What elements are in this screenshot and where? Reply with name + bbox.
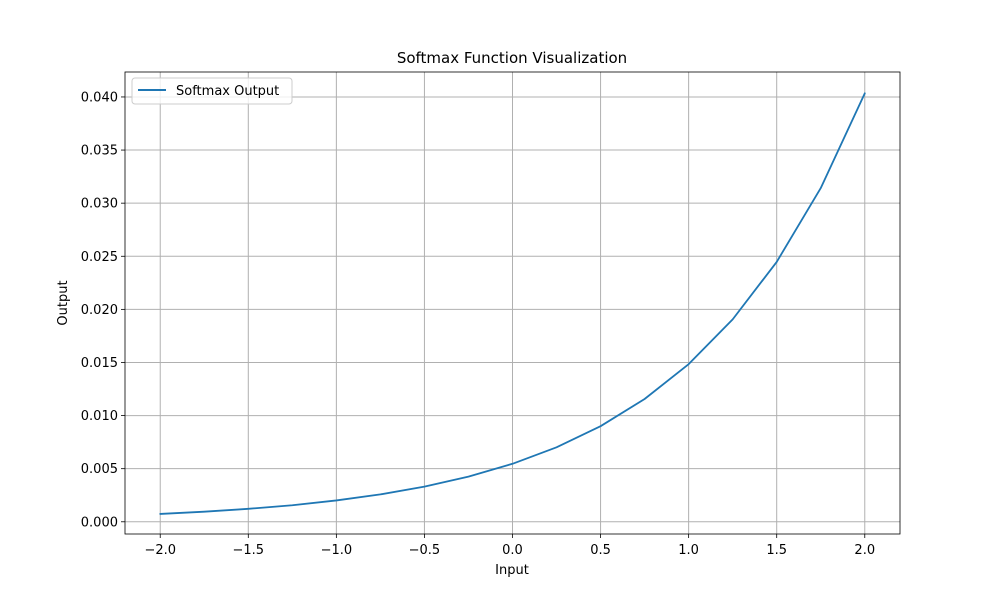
x-tick-label: 1.5 bbox=[766, 543, 787, 558]
x-tick-label: −2.0 bbox=[144, 543, 176, 558]
legend-box bbox=[131, 77, 293, 105]
y-tick-label: 0.010 bbox=[81, 409, 118, 424]
y-tick-label: 0.000 bbox=[81, 515, 118, 530]
legend: Softmax Output bbox=[131, 77, 293, 105]
y-axis-label: Output bbox=[56, 280, 71, 325]
x-axis-ticks: −2.0 −1.5 −1.0 −0.5 0.0 0.5 1.0 1.5 2.0 bbox=[144, 534, 875, 558]
chart-title: Softmax Function Visualization bbox=[397, 49, 627, 67]
x-tick-label: 0.5 bbox=[590, 543, 611, 558]
y-tick-label: 0.040 bbox=[81, 90, 118, 105]
y-tick-label: 0.005 bbox=[81, 462, 118, 477]
y-axis-ticks: 0.000 0.005 0.010 0.015 0.020 0.025 0.030 0.035… bbox=[81, 90, 125, 530]
x-tick-label: −1.5 bbox=[233, 543, 265, 558]
grid-layer bbox=[125, 72, 900, 534]
y-tick-label: 0.035 bbox=[81, 144, 118, 159]
x-tick-label: −0.5 bbox=[409, 543, 441, 558]
series-layer bbox=[159, 92, 866, 515]
y-tick-label: 0.020 bbox=[81, 303, 118, 318]
y-tick-label: 0.015 bbox=[81, 356, 118, 371]
x-axis-label: Input bbox=[495, 563, 529, 578]
y-tick-label: 0.025 bbox=[81, 250, 118, 265]
x-tick-label: 1.0 bbox=[678, 543, 699, 558]
x-tick-label: −1.0 bbox=[321, 543, 353, 558]
y-tick-label: 0.030 bbox=[81, 197, 118, 212]
legend-label-softmax-output: Softmax Output bbox=[176, 84, 279, 99]
x-tick-label: 2.0 bbox=[854, 543, 875, 558]
x-tick-label: 0.0 bbox=[502, 543, 523, 558]
series-line-softmax-output bbox=[159, 92, 866, 515]
